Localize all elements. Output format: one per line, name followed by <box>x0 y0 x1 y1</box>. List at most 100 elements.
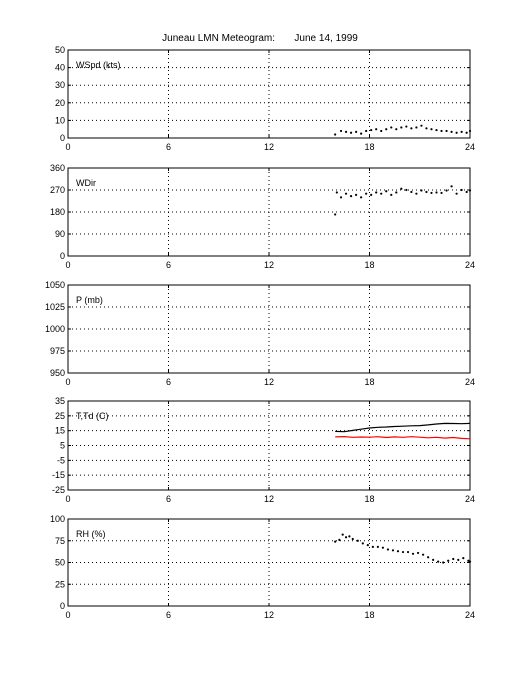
data-point <box>430 128 433 131</box>
data-point <box>375 128 378 131</box>
panel-3: 0 6 12 18 24 950 975 1000 1025 1050 P (mb) <box>45 280 475 387</box>
data-point <box>360 132 363 135</box>
data-point <box>450 185 453 188</box>
data-point <box>349 131 353 134</box>
y-tick-label: 0 <box>60 251 65 261</box>
data-point <box>437 560 440 563</box>
y-tick-label: -5 <box>57 455 65 465</box>
data-point <box>468 129 472 133</box>
data-point <box>351 537 354 541</box>
data-point <box>411 552 415 555</box>
data-point <box>339 196 343 199</box>
y-tick-label: 75 <box>55 536 65 546</box>
x-tick-label: 0 <box>65 260 70 270</box>
data-point <box>401 550 405 554</box>
x-tick-label: 0 <box>65 377 70 387</box>
data-point <box>391 549 395 552</box>
data-point <box>410 127 413 130</box>
data-point <box>390 126 393 129</box>
data-point <box>380 192 383 195</box>
y-tick-label: 10 <box>55 115 65 125</box>
y-tick-label: 360 <box>50 163 65 173</box>
data-point <box>455 131 458 134</box>
data-point <box>468 189 472 192</box>
data-point <box>344 192 348 195</box>
y-tick-label: 25 <box>55 579 65 589</box>
panel-label: WSpd (kts) <box>76 60 121 70</box>
panel-label: RH (%) <box>76 529 106 539</box>
y-tick-label: -25 <box>52 485 65 495</box>
data-point <box>381 546 384 549</box>
data-point <box>468 560 472 563</box>
data-point <box>396 550 400 553</box>
data-point <box>365 192 368 195</box>
data-point <box>385 128 388 131</box>
data-point <box>445 189 448 192</box>
panel-5: 0 6 12 18 24 0 25 50 75 100 RH (%) <box>50 514 475 620</box>
data-point <box>420 189 423 192</box>
data-point <box>355 130 358 133</box>
data-point <box>339 129 343 133</box>
data-point <box>365 129 368 133</box>
y-tick-label: 30 <box>55 80 65 90</box>
y-tick-label: 25 <box>55 411 65 421</box>
data-point <box>445 129 448 133</box>
data-point <box>465 131 468 134</box>
data-point <box>410 190 413 194</box>
data-point <box>405 125 408 128</box>
data-point <box>370 193 373 196</box>
y-tick-label: 1000 <box>45 324 65 334</box>
data-point <box>371 545 374 548</box>
data-point <box>415 126 418 129</box>
x-tick-label: 18 <box>364 377 374 387</box>
data-point <box>425 127 428 130</box>
data-point <box>348 535 351 538</box>
y-tick-label: 90 <box>55 229 65 239</box>
data-point <box>427 556 430 559</box>
data-point <box>406 550 410 554</box>
y-tick-label: -15 <box>52 470 65 480</box>
data-point <box>430 191 433 195</box>
x-tick-label: 24 <box>465 494 475 504</box>
data-point <box>455 192 458 195</box>
series-line-2 <box>335 435 471 440</box>
data-point <box>344 536 348 539</box>
data-point <box>366 544 369 547</box>
data-point <box>395 128 398 131</box>
y-tick-label: 100 <box>50 514 65 524</box>
data-point <box>349 195 353 198</box>
data-point <box>452 557 455 561</box>
x-tick-label: 12 <box>264 494 274 504</box>
data-point <box>422 553 425 556</box>
x-tick-label: 0 <box>65 610 70 620</box>
y-tick-label: 975 <box>50 346 65 356</box>
data-point <box>334 133 337 136</box>
data-point <box>460 188 463 192</box>
data-point <box>457 558 460 561</box>
x-tick-label: 24 <box>465 260 475 270</box>
data-point <box>440 191 443 195</box>
data-point <box>467 559 470 562</box>
data-point <box>341 533 344 536</box>
x-tick-label: 24 <box>465 377 475 387</box>
data-point <box>435 191 438 194</box>
y-tick-label: 0 <box>60 601 65 611</box>
x-tick-label: 12 <box>264 260 274 270</box>
y-tick-label: 5 <box>60 441 65 451</box>
data-point <box>400 187 403 190</box>
y-tick-label: 180 <box>50 207 65 217</box>
y-tick-label: 1025 <box>45 302 65 312</box>
data-point <box>460 130 463 133</box>
y-tick-label: 35 <box>55 396 65 406</box>
data-point <box>360 196 363 199</box>
x-tick-label: 18 <box>364 142 374 152</box>
data-point <box>395 191 398 194</box>
y-tick-label: 20 <box>55 98 65 108</box>
x-tick-label: 0 <box>65 494 70 504</box>
data-point <box>356 539 359 542</box>
data-point <box>335 191 338 194</box>
x-tick-label: 6 <box>166 260 171 270</box>
x-tick-label: 24 <box>465 610 475 620</box>
data-point <box>420 124 423 127</box>
